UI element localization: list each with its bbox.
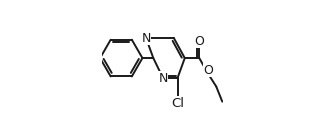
Text: Cl: Cl xyxy=(171,97,184,110)
Text: O: O xyxy=(203,64,213,77)
Text: N: N xyxy=(141,32,151,45)
Text: N: N xyxy=(158,72,168,85)
Text: O: O xyxy=(194,35,204,48)
